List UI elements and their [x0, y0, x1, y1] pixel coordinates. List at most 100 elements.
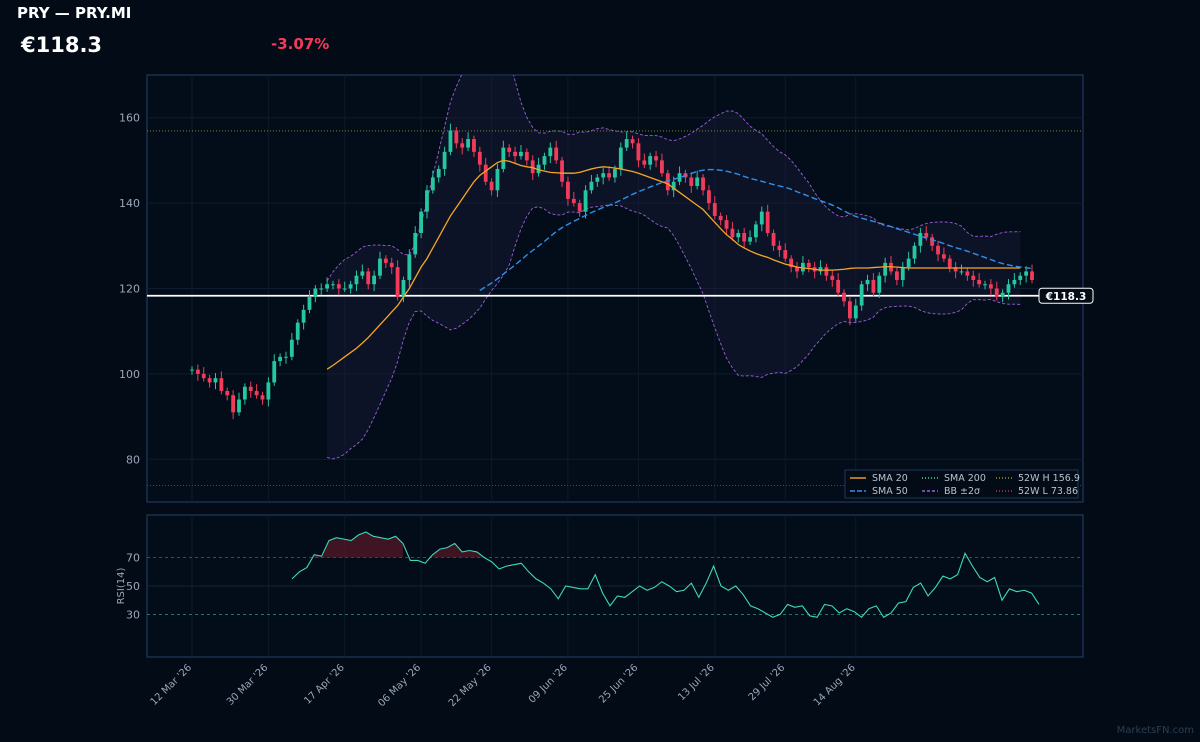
- candle-body: [383, 258, 388, 263]
- candle-body: [554, 147, 559, 161]
- candle-body: [566, 181, 570, 199]
- date-tick-label: 17 Apr '26: [302, 662, 346, 706]
- candle-body: [642, 160, 647, 165]
- rsi-overbought-fill: [314, 532, 403, 558]
- candle-body: [331, 284, 335, 286]
- candle-body: [618, 147, 623, 169]
- candle-body: [748, 237, 752, 242]
- legend-label: SMA 20: [872, 473, 908, 484]
- candle-body: [466, 139, 470, 148]
- candle-body: [707, 190, 711, 204]
- candle-body: [730, 228, 735, 238]
- candle-body: [936, 245, 940, 255]
- candle-body: [894, 271, 899, 280]
- candle-body: [560, 160, 564, 182]
- candle-body: [242, 386, 247, 400]
- candle-body: [483, 164, 488, 182]
- date-tick-label: 12 Mar '26: [149, 662, 195, 708]
- candle-body: [577, 203, 582, 212]
- candle-body: [307, 297, 312, 310]
- candle-body: [225, 390, 230, 396]
- candle-body: [689, 177, 694, 187]
- candle-body: [472, 139, 476, 152]
- rsi-axis-label: RSI(14): [116, 568, 127, 605]
- candle-body: [413, 232, 418, 255]
- candle-body: [372, 275, 377, 285]
- candle-body: [519, 151, 523, 157]
- candle-body: [407, 254, 412, 280]
- candle-body: [254, 390, 259, 396]
- candle-body: [947, 258, 952, 268]
- candle-body: [524, 151, 529, 161]
- date-tick-label: 25 Jun '26: [597, 662, 640, 705]
- candle-body: [630, 139, 635, 144]
- candle-body: [724, 220, 729, 229]
- sma50-line: [479, 168, 1033, 292]
- candle-body: [354, 275, 359, 285]
- price-tick-label: 120: [119, 283, 140, 296]
- candle-body: [783, 250, 788, 259]
- legend-label: SMA 50: [872, 486, 908, 497]
- candle-body: [1000, 292, 1005, 298]
- candle-body: [442, 151, 447, 169]
- candle-body: [988, 284, 993, 289]
- bollinger-lower-line: [326, 204, 1021, 460]
- candle-body: [507, 147, 512, 152]
- price-tick-label: 140: [119, 197, 140, 210]
- candle-body: [207, 378, 212, 383]
- candle-body: [754, 224, 758, 238]
- candle-body: [448, 130, 453, 152]
- date-tick-label: 06 May '26: [376, 662, 423, 709]
- candle-body: [613, 168, 617, 178]
- candle-body: [736, 232, 741, 238]
- candle-body: [624, 139, 629, 148]
- candle-body: [665, 173, 670, 191]
- candle-body: [460, 143, 465, 148]
- legend-label: 52W H 156.9: [1018, 473, 1080, 484]
- candle-body: [272, 361, 277, 383]
- candle-body: [477, 151, 482, 165]
- rsi-tick-label: 30: [126, 608, 140, 621]
- candle-body: [742, 232, 747, 242]
- candle-body: [378, 258, 382, 276]
- date-tick-label: 22 May '26: [447, 662, 494, 709]
- candle-body: [695, 177, 700, 187]
- candle-body: [1018, 275, 1023, 280]
- candle-body: [789, 258, 794, 268]
- candle-body: [430, 177, 435, 191]
- candle-body: [842, 292, 846, 302]
- candle-body: [436, 168, 441, 178]
- candle-body: [395, 267, 400, 298]
- candle-body: [712, 203, 717, 216]
- candle-body: [847, 301, 852, 319]
- candle-body: [859, 284, 864, 306]
- candle-body: [342, 288, 347, 290]
- price-tick-label: 80: [126, 453, 140, 466]
- candle-body: [495, 168, 500, 191]
- candle-body: [918, 232, 923, 246]
- candle-body: [648, 156, 653, 165]
- candle-body: [489, 181, 494, 191]
- candle-body: [801, 262, 805, 272]
- candle-body: [1030, 271, 1034, 280]
- candle-body: [636, 143, 641, 161]
- rsi-tick-label: 50: [126, 580, 140, 593]
- candle-body: [824, 267, 829, 276]
- candle-body: [965, 271, 970, 276]
- date-tick-label: 29 Jul '26: [747, 662, 788, 703]
- candle-body: [301, 309, 306, 323]
- rsi-overbought-fill: [432, 543, 485, 558]
- candle-body: [319, 288, 324, 290]
- candle-body: [401, 279, 406, 298]
- candle-body: [213, 378, 218, 383]
- candle-body: [248, 386, 253, 391]
- candle-body: [959, 271, 964, 273]
- candle-body: [571, 198, 576, 204]
- candle-body: [260, 395, 265, 400]
- candle-body: [977, 279, 982, 285]
- candle-body: [295, 322, 300, 340]
- candle-body: [325, 284, 330, 289]
- candle-body: [953, 267, 958, 272]
- date-tick-label: 30 Mar '26: [225, 662, 271, 708]
- candle-body: [930, 237, 935, 246]
